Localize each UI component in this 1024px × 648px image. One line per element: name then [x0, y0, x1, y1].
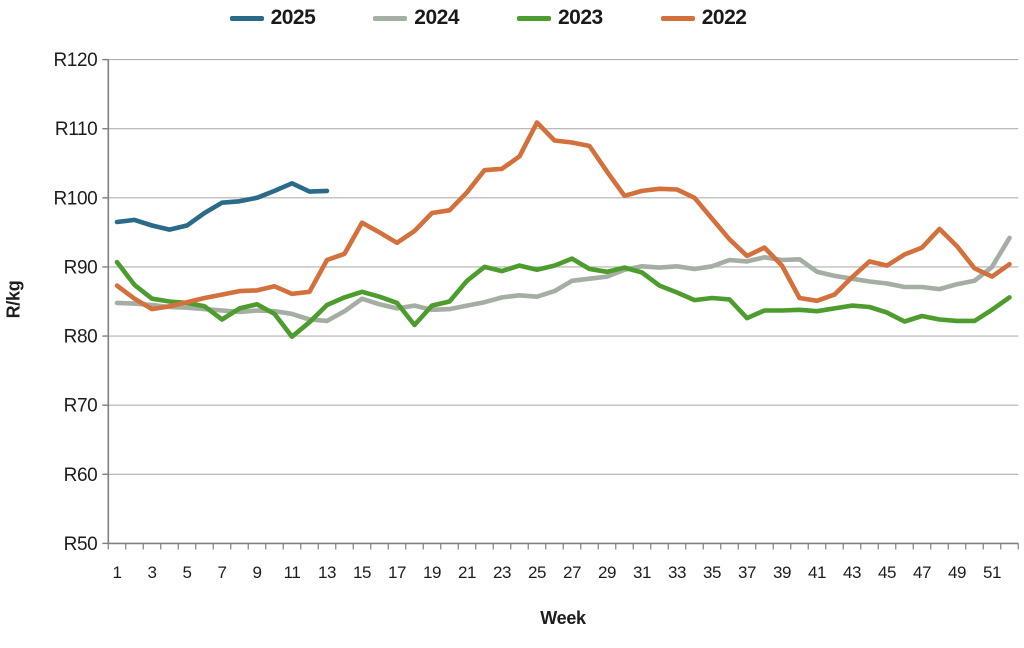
x-tick-label: 31: [633, 563, 651, 582]
x-tick-label: 3: [147, 563, 156, 582]
x-tick-label: 27: [563, 563, 581, 582]
y-tick-label: R80: [64, 327, 98, 348]
x-axis-title: Week: [540, 608, 586, 628]
legend-swatch-2022: [660, 15, 695, 21]
x-tick-label: 41: [808, 563, 826, 582]
chart-legend: 2025 2024 2023 2022: [0, 6, 976, 30]
x-tick-label: 15: [353, 563, 371, 582]
series-line-2025: [114, 181, 330, 232]
y-tick-label: R90: [64, 257, 98, 278]
y-tick-label: R120: [53, 50, 97, 71]
legend-swatch-2025: [229, 15, 264, 21]
x-tick-label: 23: [493, 563, 511, 582]
legend-item-2025: 2025: [229, 6, 316, 30]
x-tick-label: 1: [112, 563, 121, 582]
legend-swatch-2024: [373, 15, 408, 21]
y-tick-label: R110: [55, 119, 97, 140]
x-tick-label: 17: [388, 563, 406, 582]
y-tick-label: R100: [53, 188, 97, 209]
x-tick-label: 25: [528, 563, 546, 582]
x-tick-label: 35: [703, 563, 721, 582]
legend-label: 2025: [270, 6, 316, 29]
x-tick-label: 21: [458, 563, 476, 582]
x-tick-label: 7: [217, 563, 226, 582]
x-tick-label: 33: [668, 563, 686, 582]
series-line-2023: [114, 256, 1012, 340]
legend-item-2022: 2022: [660, 6, 747, 30]
legend-item-2024: 2024: [373, 6, 459, 30]
x-tick-label: 5: [182, 563, 191, 582]
x-tick-label: 51: [983, 563, 1001, 582]
x-tick-label: 45: [878, 563, 896, 582]
x-tick-label: 11: [284, 563, 301, 582]
x-tick-label: 43: [843, 563, 861, 582]
x-tick-label: 29: [598, 563, 616, 582]
x-tick-label: 37: [738, 563, 756, 582]
x-tick-label: 13: [318, 563, 336, 582]
x-tick-label: 47: [913, 563, 931, 582]
legend-item-2023: 2023: [517, 6, 603, 30]
legend-label: 2023: [558, 6, 603, 29]
y-tick-label: R60: [64, 465, 98, 486]
series-line-2022: [114, 120, 1012, 312]
x-tick-label: 19: [423, 563, 441, 582]
legend-swatch-2023: [517, 15, 551, 21]
y-axis-title: R/kg: [3, 280, 24, 319]
x-tick-label: 9: [252, 563, 261, 582]
y-tick-label: R50: [64, 534, 98, 555]
x-tick-label: 49: [948, 563, 966, 582]
x-tick-label: 39: [773, 563, 791, 582]
y-tick-label: R70: [64, 396, 98, 417]
legend-label: 2024: [414, 6, 459, 29]
legend-label: 2022: [701, 6, 747, 29]
